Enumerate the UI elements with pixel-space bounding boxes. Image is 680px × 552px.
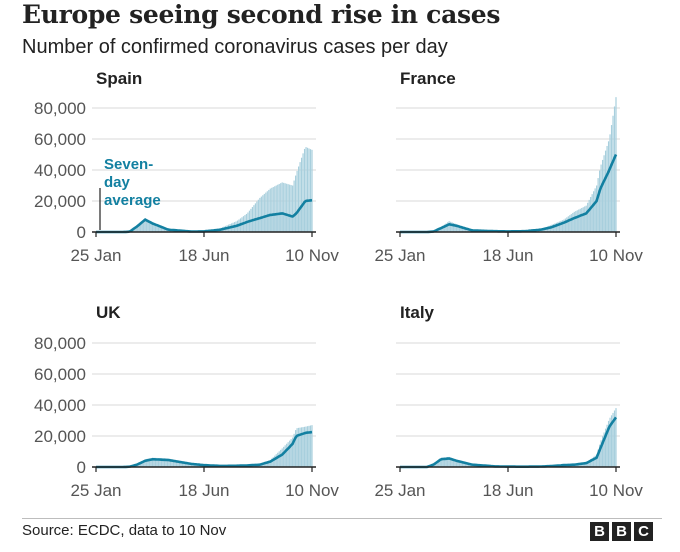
annotation-label: Seven- (104, 156, 153, 173)
footer-divider (22, 518, 662, 519)
bbc-logo-letter: B (612, 522, 631, 541)
chart-title: Europe seeing second rise in cases (22, 0, 501, 29)
x-tick-label: 25 Jan (70, 246, 121, 265)
average-area (96, 200, 312, 232)
y-tick-label: 0 (77, 458, 86, 477)
y-tick-label: 40,000 (34, 396, 86, 415)
bbc-logo-letter: B (590, 522, 609, 541)
y-tick-label: 60,000 (34, 365, 86, 384)
source-note: Source: ECDC, data to 10 Nov (22, 522, 227, 539)
y-tick-label: 80,000 (34, 99, 86, 118)
average-area (400, 417, 616, 467)
average-area (96, 432, 312, 467)
x-tick-label: 25 Jan (374, 481, 425, 500)
x-tick-label: 18 Jun (482, 481, 533, 500)
x-tick-label: 10 Nov (589, 246, 643, 265)
y-tick-label: 0 (77, 223, 86, 242)
panel-title: Spain (96, 69, 142, 88)
y-tick-label: 20,000 (34, 192, 86, 211)
annotation-label: average (104, 192, 161, 209)
annotation-label: day (104, 174, 131, 191)
bbc-logo: B B C (590, 522, 653, 541)
panel-title: France (400, 69, 456, 88)
x-tick-label: 18 Jun (178, 246, 229, 265)
x-tick-label: 25 Jan (70, 481, 121, 500)
y-tick-label: 60,000 (34, 130, 86, 149)
x-tick-label: 10 Nov (285, 481, 339, 500)
average-area (400, 154, 616, 232)
x-tick-label: 18 Jun (178, 481, 229, 500)
panel-title: Italy (400, 303, 435, 322)
bbc-logo-letter: C (634, 522, 653, 541)
y-tick-label: 40,000 (34, 161, 86, 180)
chart-subtitle: Number of confirmed coronavirus cases pe… (22, 36, 448, 58)
x-tick-label: 18 Jun (482, 246, 533, 265)
panel-title: UK (96, 303, 121, 322)
x-tick-label: 10 Nov (285, 246, 339, 265)
y-tick-label: 20,000 (34, 427, 86, 446)
average-line (96, 430, 313, 469)
x-tick-label: 25 Jan (374, 246, 425, 265)
y-tick-label: 80,000 (34, 334, 86, 353)
x-tick-label: 10 Nov (589, 481, 643, 500)
average-line (400, 416, 618, 469)
